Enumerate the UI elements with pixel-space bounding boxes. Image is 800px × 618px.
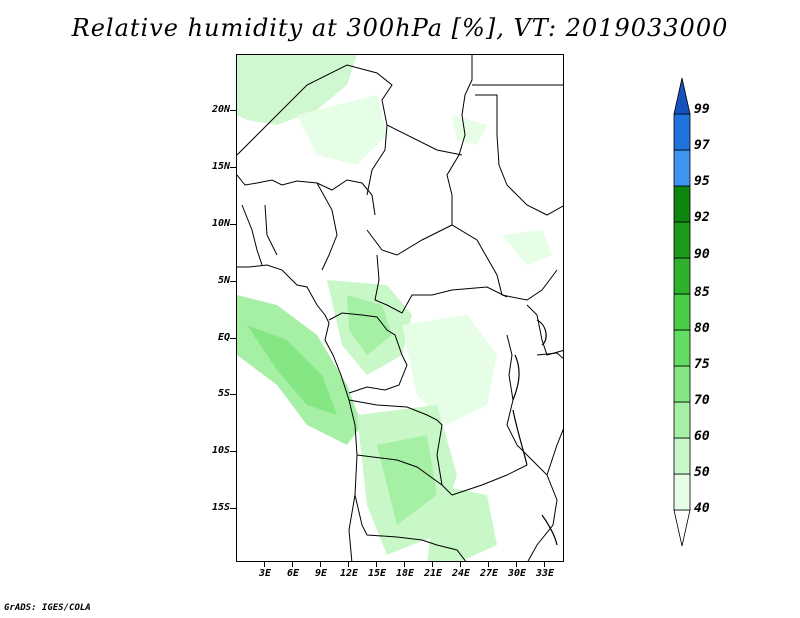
colorbar — [673, 77, 691, 547]
colorbar-label: 80 — [694, 321, 710, 336]
lon-tick — [516, 562, 517, 567]
lat-tick — [230, 394, 236, 395]
lat-tick — [230, 110, 236, 111]
humidity-patch-west-core — [247, 325, 337, 415]
colorbar-swatch — [673, 149, 691, 187]
map-title: Relative humidity at 300hPa [%], VT: 201… — [71, 14, 729, 42]
colorbar-swatch — [673, 401, 691, 439]
colorbar-swatch — [673, 113, 691, 151]
lon-tick — [432, 562, 433, 567]
lon-label-21e: 21E — [423, 568, 443, 579]
humidity-patch-center-core — [347, 295, 392, 355]
map-panel — [236, 54, 564, 562]
colorbar-swatch — [673, 365, 691, 403]
colorbar-label: 90 — [694, 247, 710, 262]
colorbar-swatch — [673, 437, 691, 475]
colorbar-swatch — [673, 473, 691, 511]
country-borders — [237, 55, 563, 561]
colorbar-swatch — [673, 221, 691, 259]
lat-label-15n: 15N — [211, 161, 230, 172]
colorbar-label: 50 — [694, 465, 710, 480]
lat-label-eq: EQ — [217, 332, 230, 343]
colorbar-label: 75 — [694, 357, 710, 372]
lon-label-30e: 30E — [507, 568, 527, 579]
lat-tick — [230, 338, 236, 339]
lat-label-10n: 10N — [211, 218, 230, 229]
colorbar-swatch — [673, 257, 691, 295]
lon-label-33e: 33E — [535, 568, 555, 579]
lakes — [512, 319, 558, 546]
lon-label-3e: 3E — [258, 568, 272, 579]
lat-label-5s: 5S — [217, 388, 230, 399]
lat-label-20n: 20N — [211, 104, 230, 115]
colorbar-label: 95 — [694, 174, 710, 189]
lon-tick — [348, 562, 349, 567]
colorbar-label: 99 — [694, 102, 710, 117]
lon-label-12e: 12E — [339, 568, 359, 579]
colorbar-label: 92 — [694, 210, 710, 225]
humidity-patch-north — [237, 55, 357, 125]
colorbar-swatch — [673, 185, 691, 223]
humidity-patch-congo — [402, 315, 497, 425]
humidity-patch-south-core — [377, 435, 437, 525]
lon-label-18e: 18E — [395, 568, 415, 579]
lon-label-9e: 9E — [314, 568, 328, 579]
humidity-patch-north-center — [297, 95, 387, 165]
lat-tick — [230, 224, 236, 225]
humidity-patch-east — [502, 230, 552, 265]
colorbar-swatch — [673, 509, 691, 547]
humidity-patch-southeast — [427, 485, 497, 561]
lon-tick — [404, 562, 405, 567]
colorbar-label: 70 — [694, 393, 710, 408]
lon-label-15e: 15E — [367, 568, 387, 579]
lon-tick — [292, 562, 293, 567]
lat-tick — [230, 508, 236, 509]
lon-label-6e: 6E — [286, 568, 300, 579]
colorbar-label: 97 — [694, 138, 710, 153]
lon-tick — [320, 562, 321, 567]
lon-label-24e: 24E — [451, 568, 471, 579]
colorbar-swatch — [673, 293, 691, 331]
lat-label-10s: 10S — [211, 445, 230, 456]
lon-tick — [488, 562, 489, 567]
colorbar-swatch — [673, 329, 691, 367]
lat-tick — [230, 167, 236, 168]
lon-tick — [460, 562, 461, 567]
lat-label-5n: 5N — [217, 275, 230, 286]
lon-tick — [544, 562, 545, 567]
colorbar-label: 85 — [694, 285, 710, 300]
lat-label-15s: 15S — [211, 502, 230, 513]
humidity-map — [237, 55, 563, 561]
colorbar-boxes — [673, 77, 691, 547]
grads-credit: GrADS: IGES/COLA — [4, 603, 91, 613]
lon-tick — [264, 562, 265, 567]
humidity-patch-nile — [452, 115, 487, 145]
lon-tick — [376, 562, 377, 567]
humidity-shading — [237, 55, 552, 561]
colorbar-swatch — [673, 77, 691, 115]
lat-tick — [230, 451, 236, 452]
colorbar-label: 60 — [694, 429, 710, 444]
lon-label-27e: 27E — [479, 568, 499, 579]
colorbar-label: 40 — [694, 501, 710, 516]
lat-tick — [230, 281, 236, 282]
